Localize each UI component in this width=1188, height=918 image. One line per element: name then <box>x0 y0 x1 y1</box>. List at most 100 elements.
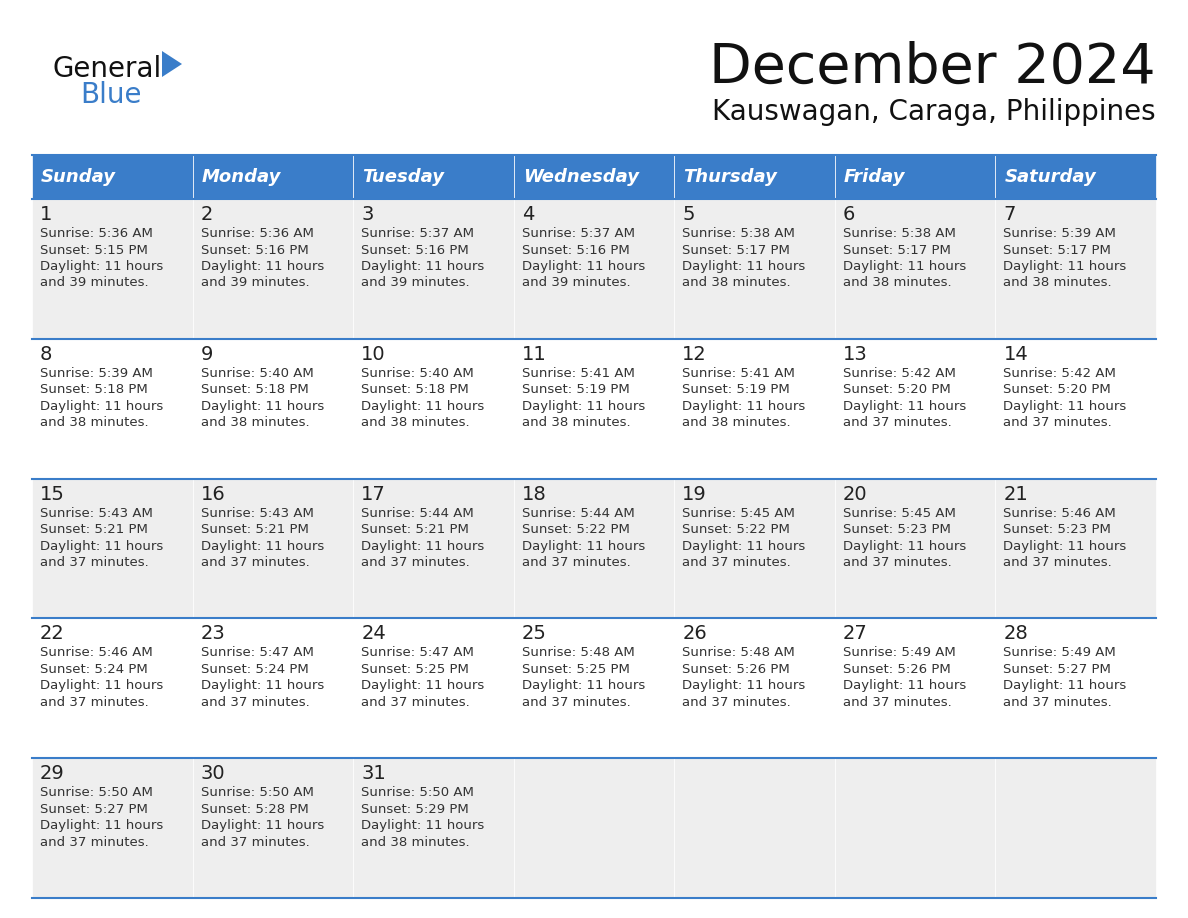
Bar <box>835 619 996 758</box>
Text: Sunset: 5:24 PM: Sunset: 5:24 PM <box>40 663 147 676</box>
Text: 12: 12 <box>682 345 707 364</box>
Text: Sunset: 5:27 PM: Sunset: 5:27 PM <box>40 802 147 816</box>
Text: 14: 14 <box>1004 345 1028 364</box>
Text: Daylight: 11 hours: Daylight: 11 hours <box>682 260 805 273</box>
Text: Sunrise: 5:42 AM: Sunrise: 5:42 AM <box>842 367 955 380</box>
Text: and 39 minutes.: and 39 minutes. <box>522 276 631 289</box>
Bar <box>675 758 835 898</box>
Text: Daylight: 11 hours: Daylight: 11 hours <box>1004 260 1126 273</box>
Bar <box>513 339 675 478</box>
Text: Sunrise: 5:46 AM: Sunrise: 5:46 AM <box>40 646 153 659</box>
Text: Sunset: 5:24 PM: Sunset: 5:24 PM <box>201 663 309 676</box>
Text: 4: 4 <box>522 205 535 224</box>
Text: Sunset: 5:23 PM: Sunset: 5:23 PM <box>842 523 950 536</box>
Text: and 38 minutes.: and 38 minutes. <box>682 276 791 289</box>
Text: Sunrise: 5:41 AM: Sunrise: 5:41 AM <box>522 367 634 380</box>
Text: Sunset: 5:18 PM: Sunset: 5:18 PM <box>201 384 309 397</box>
Bar <box>675 478 835 619</box>
Bar <box>996 339 1156 478</box>
Text: Sunrise: 5:43 AM: Sunrise: 5:43 AM <box>201 507 314 520</box>
Text: and 37 minutes.: and 37 minutes. <box>201 835 309 849</box>
Text: Sunday: Sunday <box>42 168 116 186</box>
Text: Sunrise: 5:47 AM: Sunrise: 5:47 AM <box>361 646 474 659</box>
Bar <box>353 758 513 898</box>
Text: 1: 1 <box>40 205 52 224</box>
Text: 31: 31 <box>361 764 386 783</box>
Text: and 37 minutes.: and 37 minutes. <box>1004 416 1112 430</box>
Text: Sunset: 5:15 PM: Sunset: 5:15 PM <box>40 243 147 256</box>
Text: and 38 minutes.: and 38 minutes. <box>842 276 952 289</box>
Text: Sunset: 5:22 PM: Sunset: 5:22 PM <box>682 523 790 536</box>
Bar <box>192 758 353 898</box>
Bar <box>675 199 835 339</box>
Text: General: General <box>52 55 162 83</box>
Text: Sunset: 5:16 PM: Sunset: 5:16 PM <box>522 243 630 256</box>
Bar <box>192 619 353 758</box>
Text: Sunset: 5:18 PM: Sunset: 5:18 PM <box>40 384 147 397</box>
Text: and 37 minutes.: and 37 minutes. <box>361 696 470 709</box>
Bar <box>353 619 513 758</box>
Text: Daylight: 11 hours: Daylight: 11 hours <box>40 679 163 692</box>
Text: 2: 2 <box>201 205 213 224</box>
Text: Sunset: 5:22 PM: Sunset: 5:22 PM <box>522 523 630 536</box>
Text: Daylight: 11 hours: Daylight: 11 hours <box>201 540 324 553</box>
Text: and 37 minutes.: and 37 minutes. <box>40 696 148 709</box>
Text: Sunset: 5:21 PM: Sunset: 5:21 PM <box>40 523 147 536</box>
Text: Sunrise: 5:45 AM: Sunrise: 5:45 AM <box>682 507 795 520</box>
Text: and 38 minutes.: and 38 minutes. <box>1004 276 1112 289</box>
Text: Daylight: 11 hours: Daylight: 11 hours <box>361 819 485 833</box>
Bar <box>675 339 835 478</box>
Text: Sunset: 5:20 PM: Sunset: 5:20 PM <box>842 384 950 397</box>
Bar <box>996 155 1156 199</box>
Text: Sunrise: 5:40 AM: Sunrise: 5:40 AM <box>201 367 314 380</box>
Text: 21: 21 <box>1004 485 1028 504</box>
Text: 23: 23 <box>201 624 226 644</box>
Text: Daylight: 11 hours: Daylight: 11 hours <box>842 679 966 692</box>
Text: Daylight: 11 hours: Daylight: 11 hours <box>842 400 966 413</box>
Text: and 37 minutes.: and 37 minutes. <box>682 556 791 569</box>
Text: Daylight: 11 hours: Daylight: 11 hours <box>522 679 645 692</box>
Text: 30: 30 <box>201 764 226 783</box>
Text: Sunrise: 5:42 AM: Sunrise: 5:42 AM <box>1004 367 1117 380</box>
Text: Sunset: 5:26 PM: Sunset: 5:26 PM <box>842 663 950 676</box>
Text: Sunrise: 5:39 AM: Sunrise: 5:39 AM <box>40 367 153 380</box>
Text: Daylight: 11 hours: Daylight: 11 hours <box>361 679 485 692</box>
Text: Daylight: 11 hours: Daylight: 11 hours <box>361 540 485 553</box>
Text: Sunrise: 5:38 AM: Sunrise: 5:38 AM <box>842 227 955 240</box>
Bar <box>996 619 1156 758</box>
Text: and 37 minutes.: and 37 minutes. <box>201 556 309 569</box>
Text: 5: 5 <box>682 205 695 224</box>
Text: Sunrise: 5:50 AM: Sunrise: 5:50 AM <box>201 786 314 800</box>
Text: Daylight: 11 hours: Daylight: 11 hours <box>682 540 805 553</box>
Text: and 37 minutes.: and 37 minutes. <box>361 556 470 569</box>
Text: Sunset: 5:18 PM: Sunset: 5:18 PM <box>361 384 469 397</box>
Text: Daylight: 11 hours: Daylight: 11 hours <box>201 400 324 413</box>
Text: and 37 minutes.: and 37 minutes. <box>842 416 952 430</box>
Text: Sunset: 5:26 PM: Sunset: 5:26 PM <box>682 663 790 676</box>
Text: Saturday: Saturday <box>1004 168 1097 186</box>
Text: Daylight: 11 hours: Daylight: 11 hours <box>40 400 163 413</box>
Bar <box>996 758 1156 898</box>
Bar <box>32 758 192 898</box>
Text: and 39 minutes.: and 39 minutes. <box>40 276 148 289</box>
Text: Sunset: 5:23 PM: Sunset: 5:23 PM <box>1004 523 1111 536</box>
Text: Sunset: 5:16 PM: Sunset: 5:16 PM <box>361 243 469 256</box>
Bar <box>835 199 996 339</box>
Bar <box>675 619 835 758</box>
Text: Daylight: 11 hours: Daylight: 11 hours <box>522 540 645 553</box>
Bar <box>835 155 996 199</box>
Text: and 37 minutes.: and 37 minutes. <box>40 835 148 849</box>
Text: 16: 16 <box>201 485 226 504</box>
Text: Sunrise: 5:36 AM: Sunrise: 5:36 AM <box>40 227 153 240</box>
Text: 11: 11 <box>522 345 546 364</box>
Polygon shape <box>162 51 182 77</box>
Bar <box>835 478 996 619</box>
Text: Sunset: 5:21 PM: Sunset: 5:21 PM <box>361 523 469 536</box>
Bar <box>192 155 353 199</box>
Text: Sunset: 5:16 PM: Sunset: 5:16 PM <box>201 243 309 256</box>
Text: Sunrise: 5:37 AM: Sunrise: 5:37 AM <box>522 227 634 240</box>
Text: Sunrise: 5:46 AM: Sunrise: 5:46 AM <box>1004 507 1117 520</box>
Bar <box>835 758 996 898</box>
Text: Daylight: 11 hours: Daylight: 11 hours <box>40 260 163 273</box>
Text: 18: 18 <box>522 485 546 504</box>
